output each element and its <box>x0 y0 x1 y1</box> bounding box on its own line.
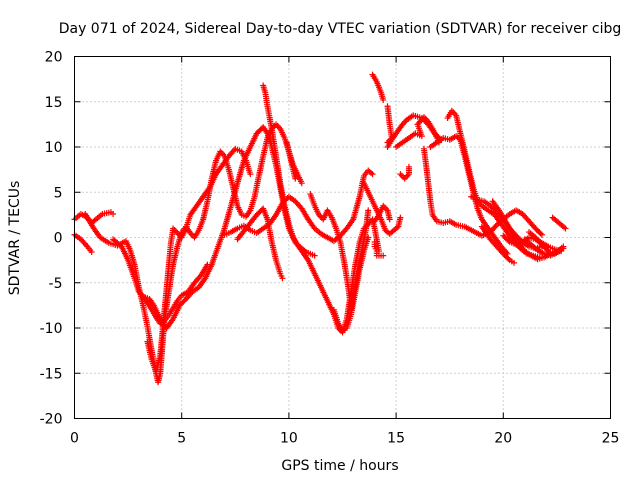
y-tick-label: 0 <box>54 231 63 247</box>
series-track-y <box>478 223 518 266</box>
series-track-k <box>307 191 372 313</box>
data-point <box>369 171 376 178</box>
x-tick-label: 25 <box>602 431 620 447</box>
series-track-v <box>427 133 511 257</box>
series-track-ad <box>549 214 569 232</box>
data-point <box>405 163 412 170</box>
y-tick-label: 5 <box>54 185 63 201</box>
data-point <box>380 96 387 103</box>
series-track-u <box>420 145 545 239</box>
x-tick-label: 20 <box>494 431 512 447</box>
data-point <box>386 216 393 223</box>
data-point <box>279 275 286 282</box>
series-track-p <box>369 71 387 103</box>
series-track-e <box>144 145 254 375</box>
series-track-s <box>397 163 412 182</box>
chart-title: Day 071 of 2024, Sidereal Day-to-day VTE… <box>59 21 622 37</box>
data-point <box>311 252 318 259</box>
data-point <box>544 246 551 253</box>
y-tick-label: 20 <box>45 50 63 66</box>
series-track-l <box>330 234 372 334</box>
x-tick-label: 5 <box>177 431 186 447</box>
y-tick-label: -20 <box>40 412 63 428</box>
data-point <box>298 180 305 187</box>
data-point <box>537 230 544 237</box>
data-point <box>365 234 372 241</box>
data-point <box>292 175 299 182</box>
data-point <box>204 261 211 268</box>
series-track-m <box>360 180 404 237</box>
data-point <box>562 225 569 232</box>
series-track-f <box>140 261 211 327</box>
data-point <box>558 247 565 254</box>
data-point <box>538 231 545 238</box>
x-tick-label: 0 <box>70 431 79 447</box>
x-tick-label: 15 <box>387 431 405 447</box>
series-track-n <box>371 202 393 225</box>
data-point <box>88 248 95 255</box>
y-tick-label: -15 <box>40 366 63 382</box>
y-tick-label: 15 <box>45 95 63 111</box>
y-tick-label: -10 <box>40 321 63 337</box>
y-tick-label: 10 <box>45 140 63 156</box>
data-point <box>365 207 372 214</box>
series-track-o <box>371 239 387 259</box>
y-tick-labels: -20 -15 -10 -5 0 5 10 15 20 <box>40 50 63 428</box>
data-point <box>110 210 117 217</box>
series-track-ac <box>526 229 565 257</box>
data-point <box>505 237 512 244</box>
x-tick-labels: 0 5 10 15 20 25 <box>70 431 619 447</box>
plot-frame <box>74 56 611 419</box>
x-axis-label: GPS time / hours <box>281 458 398 474</box>
series-track-h <box>234 205 286 282</box>
series-track-i <box>260 82 318 259</box>
series-track-q <box>384 103 395 146</box>
data-point <box>397 214 404 221</box>
series-track-j <box>283 139 299 182</box>
y-tick-label: -5 <box>49 276 63 292</box>
x-tick-label: 10 <box>280 431 298 447</box>
data-point <box>505 255 512 262</box>
data-point <box>380 252 387 259</box>
data-point <box>511 259 518 266</box>
data-point <box>560 243 567 250</box>
data-point <box>247 171 254 178</box>
data-points <box>71 71 569 386</box>
y-axis-label: SDTVAR / TECUs <box>7 181 23 296</box>
